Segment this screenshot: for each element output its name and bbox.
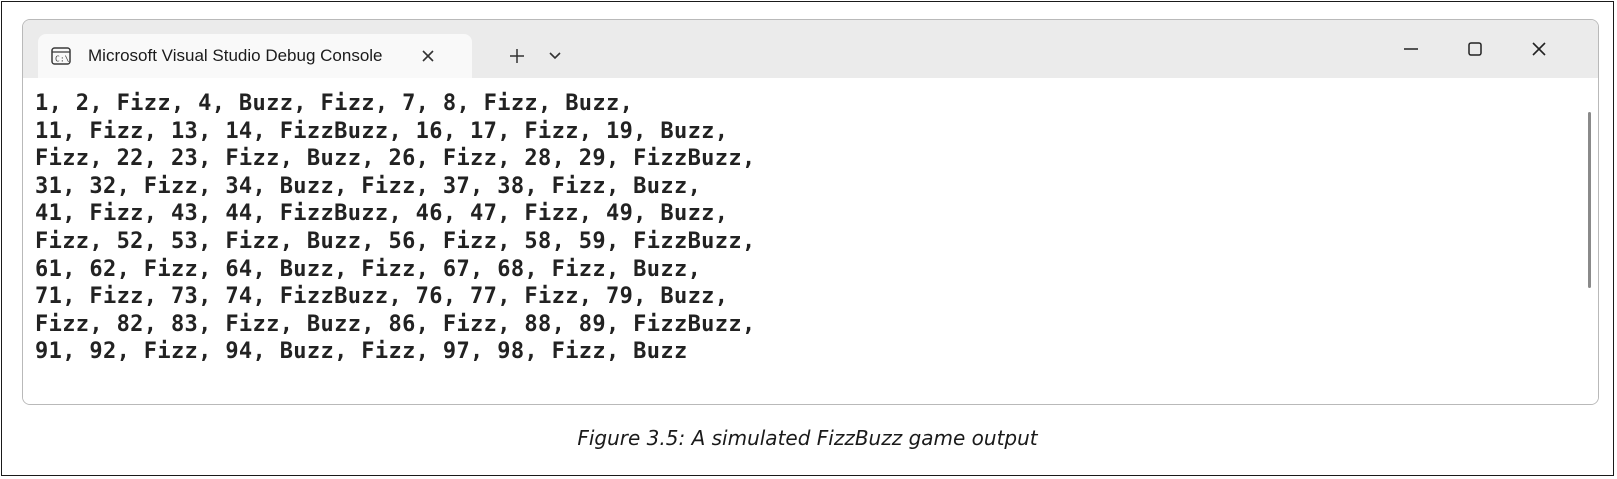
chevron-down-icon	[549, 52, 561, 60]
tab-title: Microsoft Visual Studio Debug Console	[88, 46, 383, 65]
maximize-icon	[1468, 42, 1482, 56]
minimize-icon	[1404, 48, 1418, 50]
plus-icon	[510, 49, 524, 63]
console-line: 1, 2, Fizz, 4, Buzz, Fizz, 7, 8, Fizz, B…	[35, 91, 634, 116]
console-window: C:\ Microsoft Visual Studio Debug Consol…	[22, 19, 1599, 405]
svg-text:C:\: C:\	[55, 55, 70, 64]
console-line: 91, 92, Fizz, 94, Buzz, Fizz, 97, 98, Fi…	[35, 339, 688, 365]
tab-close-button[interactable]	[416, 44, 440, 68]
console-line: 31, 32, Fizz, 34, Buzz, Fizz, 37, 38, Fi…	[35, 173, 702, 199]
vertical-scrollbar[interactable]	[1588, 112, 1591, 288]
window-close-button[interactable]	[1519, 34, 1559, 64]
tab-dropdown-button[interactable]	[545, 46, 565, 66]
console-line: Fizz, 22, 23, Fizz, Buzz, 26, Fizz, 28, …	[35, 146, 756, 172]
tab-debug-console[interactable]: C:\ Microsoft Visual Studio Debug Consol…	[38, 34, 472, 78]
new-tab-button[interactable]	[505, 44, 529, 68]
console-app-icon: C:\	[51, 47, 71, 65]
console-line: 41, Fizz, 43, 44, FizzBuzz, 46, 47, Fizz…	[35, 201, 729, 227]
console-line: Fizz, 52, 53, Fizz, Buzz, 56, Fizz, 58, …	[35, 228, 756, 254]
console-line: 61, 62, Fizz, 64, Buzz, Fizz, 67, 68, Fi…	[35, 256, 702, 282]
console-line: Fizz, 82, 83, Fizz, Buzz, 86, Fizz, 88, …	[35, 311, 756, 337]
close-icon	[422, 50, 434, 62]
console-line: 11, Fizz, 13, 14, FizzBuzz, 16, 17, Fizz…	[35, 118, 729, 144]
console-line: 71, Fizz, 73, 74, FizzBuzz, 76, 77, Fizz…	[35, 284, 729, 310]
title-bar[interactable]: C:\ Microsoft Visual Studio Debug Consol…	[23, 20, 1598, 78]
maximize-button[interactable]	[1455, 34, 1495, 64]
figure-caption: Figure 3.5: A simulated FizzBuzz game ou…	[577, 426, 1038, 450]
close-icon	[1532, 42, 1546, 56]
console-output-area[interactable]: 1, 2, Fizz, 4, Buzz, Fizz, 7, 8, Fizz, B…	[23, 78, 1598, 404]
minimize-button[interactable]	[1391, 34, 1431, 64]
console-output: 1, 2, Fizz, 4, Buzz, Fizz, 7, 8, Fizz, B…	[35, 90, 756, 366]
